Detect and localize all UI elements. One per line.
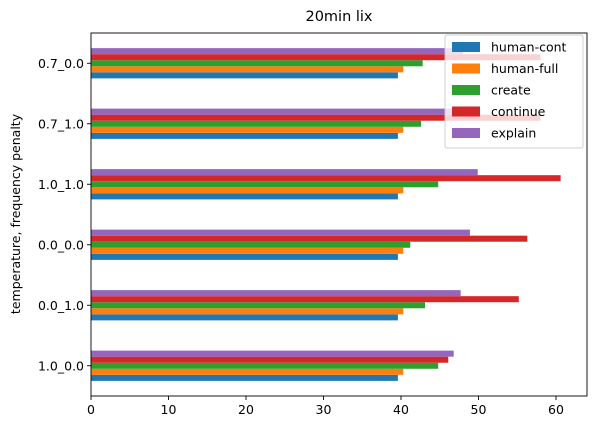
- legend-swatch-continue: [452, 106, 480, 117]
- legend: human-cont human-full create continue explai…: [444, 34, 584, 149]
- x-tick-label: 10: [161, 402, 177, 417]
- x-tick-label: 0: [87, 402, 95, 417]
- bar-human-full-1.0_0.0: [91, 368, 404, 375]
- bar-create-1.0_0.0: [91, 362, 439, 369]
- bar-human-cont-0.0_0.0: [91, 253, 398, 260]
- bar-continue-1.0_1.0: [91, 175, 561, 182]
- bar-human-full-0.7_1.0: [91, 126, 404, 133]
- y-tick-label: 0.0_1.0: [38, 298, 84, 313]
- y-tick-label: 0.7_0.0: [38, 56, 84, 71]
- x-tick-label: 40: [393, 402, 409, 417]
- bar-explain-1.0_1.0: [91, 169, 478, 176]
- legend-items: human-cont human-full create continue explai…: [452, 40, 567, 141]
- chart-title: 20min lix: [305, 9, 372, 25]
- y-tick-label: 1.0_0.0: [38, 358, 84, 373]
- legend-swatch-human-full: [452, 63, 480, 74]
- bar-human-cont-0.7_1.0: [91, 132, 398, 139]
- bar-human-full-0.0_0.0: [91, 247, 404, 254]
- x-tick-label: 50: [471, 402, 487, 417]
- bar-human-cont-0.0_1.0: [91, 314, 398, 321]
- legend-swatch-create: [452, 85, 480, 95]
- bar-human-cont-1.0_0.0: [91, 374, 398, 381]
- bar-human-full-0.7_0.0: [91, 66, 404, 73]
- plot-frame: [90, 32, 588, 397]
- bar-explain-0.0_0.0: [91, 229, 470, 236]
- bar-human-full-1.0_1.0: [91, 187, 404, 194]
- bar-explain-0.0_1.0: [91, 290, 461, 297]
- bar-continue-0.0_1.0: [91, 296, 519, 303]
- legend-label-create: create: [491, 83, 531, 98]
- legend-label-human-full: human-full: [491, 61, 558, 76]
- x-tick-label: 60: [548, 402, 564, 417]
- bar-continue-0.7_1.0: [91, 114, 541, 121]
- legend-label-explain: explain: [491, 126, 536, 141]
- bars-layer: [91, 48, 561, 381]
- y-axis-label: temperature, frequency penalty: [8, 113, 23, 314]
- bar-explain-1.0_0.0: [91, 350, 454, 357]
- y-tick-label: 0.0_0.0: [38, 237, 84, 252]
- bar-explain-0.7_1.0: [91, 108, 463, 115]
- bar-human-full-0.0_1.0: [91, 308, 404, 315]
- bar-create-0.7_0.0: [91, 60, 423, 67]
- legend-swatch-human-cont: [452, 42, 480, 52]
- legend-label-continue: continue: [491, 104, 546, 119]
- bar-explain-0.7_0.0: [91, 48, 463, 55]
- bar-create-0.0_0.0: [91, 241, 411, 248]
- bar-create-0.7_1.0: [91, 120, 422, 127]
- bar-human-cont-1.0_1.0: [91, 193, 398, 200]
- bar-continue-1.0_0.0: [91, 356, 449, 363]
- bar-create-1.0_1.0: [91, 181, 439, 188]
- legend-frame: [444, 34, 584, 149]
- bar-continue-0.0_0.0: [91, 235, 528, 242]
- bar-human-cont-0.7_0.0: [91, 72, 398, 79]
- y-tick-label: 0.7_1.0: [38, 116, 84, 131]
- legend-swatch-explain: [452, 128, 480, 138]
- x-tick-label: 30: [316, 402, 332, 417]
- bar-continue-0.7_0.0: [91, 54, 541, 61]
- ticks-layer: 1.0_0.0 0.0_1.0 0.0_0.0 1.0_1.0 0.7_1.0 0.7_0…: [38, 56, 564, 417]
- x-tick-label: 20: [238, 402, 254, 417]
- y-tick-label: 1.0_1.0: [38, 177, 84, 192]
- legend-label-human-cont: human-cont: [491, 40, 567, 55]
- bar-create-0.0_1.0: [91, 302, 426, 309]
